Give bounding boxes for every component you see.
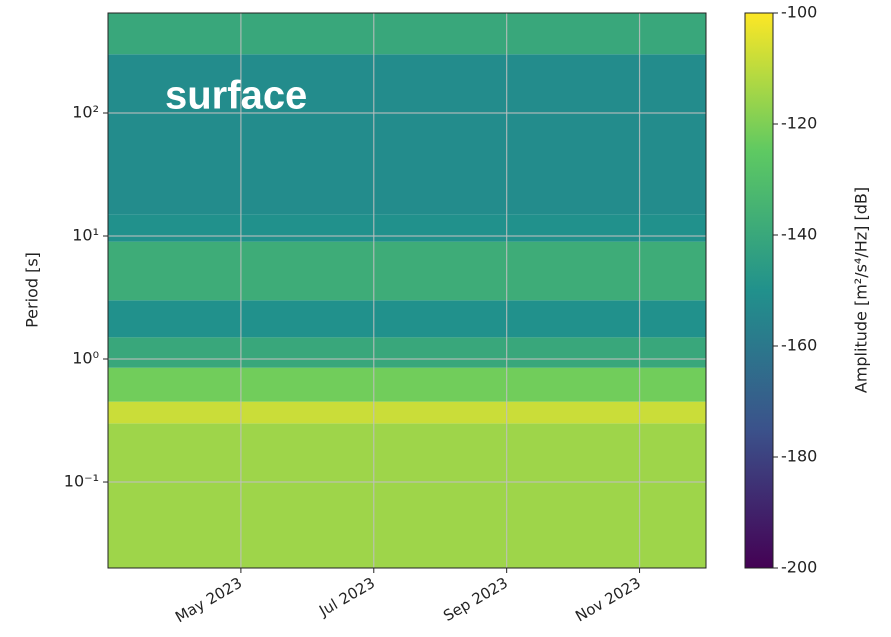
heatmap-cell [108, 368, 706, 402]
chart: Period [s] Amplitude [m²/s⁴/Hz] [dB] 10⁻… [0, 0, 891, 637]
heatmap-cell [108, 242, 706, 301]
y-tick-label: 10⁰ [72, 349, 99, 368]
heatmap-cell [108, 402, 706, 424]
y-tick-label: 10² [72, 102, 99, 121]
heatmap-cell [108, 214, 706, 241]
x-tick-label: Jul 2023 [315, 574, 378, 621]
colorbar-tick-label: -180 [781, 447, 817, 466]
colorbar-tick-label: -140 [781, 225, 817, 244]
y-tick-label: 10⁻¹ [64, 472, 99, 491]
colorbar-tick-label: -200 [781, 558, 817, 577]
colorbar-tick-label: -100 [781, 3, 817, 22]
heatmap-cell [108, 300, 706, 337]
y-tick-label: 10¹ [72, 226, 99, 245]
y-axis-label: Period [s] [23, 252, 42, 328]
heatmap-cell [108, 337, 706, 367]
x-tick-label: May 2023 [172, 574, 245, 627]
x-tick-label: Nov 2023 [572, 574, 644, 626]
x-tick-label: Sep 2023 [440, 574, 511, 625]
heatmap-cell [108, 423, 706, 568]
colorbar [745, 13, 773, 568]
heatmap-cell [108, 13, 706, 54]
annotation: surface [165, 74, 307, 118]
colorbar-tick-label: -160 [781, 336, 817, 355]
colorbar-tick-label: -120 [781, 114, 817, 133]
colorbar-label: Amplitude [m²/s⁴/Hz] [dB] [852, 187, 871, 393]
